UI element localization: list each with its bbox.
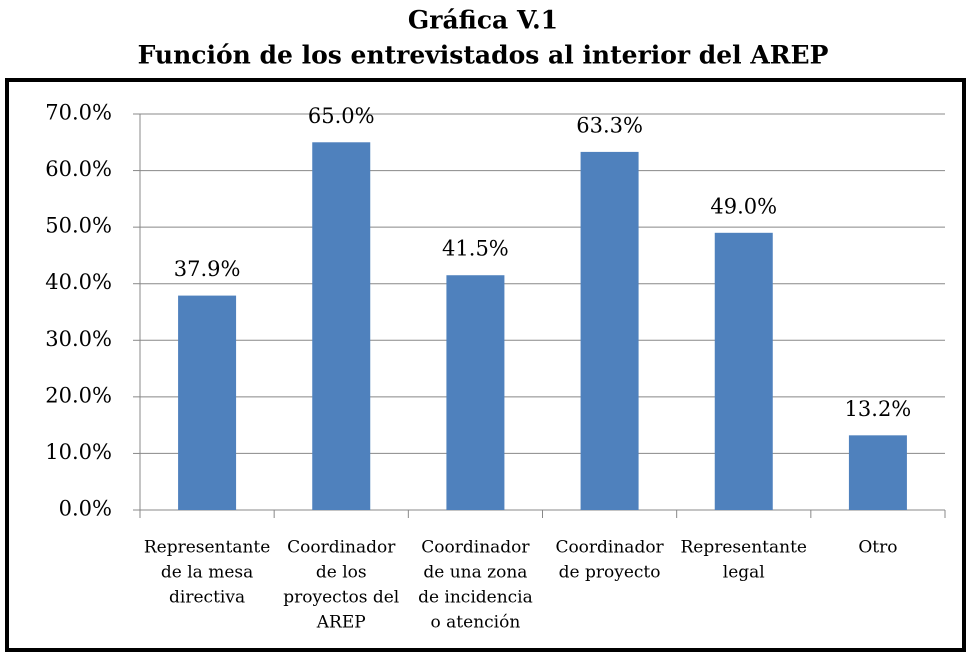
x-tick-label: Coordinador xyxy=(287,538,396,558)
y-tick-label: 60.0% xyxy=(45,157,112,181)
x-tick-label: AREP xyxy=(316,613,366,633)
data-label: 37.9% xyxy=(174,257,241,281)
bar xyxy=(446,275,505,510)
chart-title: Gráfica V.1 xyxy=(408,6,558,35)
y-tick-label: 20.0% xyxy=(45,383,112,407)
bar xyxy=(178,295,237,510)
y-tick-label: 10.0% xyxy=(45,440,112,464)
y-tick-label: 40.0% xyxy=(45,270,112,294)
bar xyxy=(312,142,371,511)
bar xyxy=(848,435,907,510)
chart-frame xyxy=(5,78,966,652)
x-tick-label: o atención xyxy=(431,613,521,633)
chart-subtitle: Función de los entrevistados al interior… xyxy=(138,41,829,70)
data-label: 65.0% xyxy=(308,104,375,128)
x-tick-label: de la mesa xyxy=(161,563,253,583)
x-tick-label: de los xyxy=(316,563,367,583)
x-tick-label: directiva xyxy=(169,588,245,608)
x-tick-label: de una zona xyxy=(423,563,527,583)
x-tick-label: de proyecto xyxy=(559,563,661,583)
x-tick-label: proyectos del xyxy=(283,588,399,608)
y-tick-label: 50.0% xyxy=(45,214,112,238)
data-label: 41.5% xyxy=(442,237,509,261)
y-tick-label: 70.0% xyxy=(45,101,112,125)
x-tick-label: legal xyxy=(723,563,765,583)
bar xyxy=(714,232,773,511)
data-label: 63.3% xyxy=(576,113,643,137)
bar xyxy=(580,151,639,510)
data-label: 13.2% xyxy=(845,397,912,421)
x-tick-label: de incidencia xyxy=(418,588,533,608)
y-tick-label: 0.0% xyxy=(59,497,112,521)
x-tick-label: Representante xyxy=(681,538,807,558)
y-tick-label: 30.0% xyxy=(45,327,112,351)
x-tick-label: Representante xyxy=(144,538,270,558)
x-tick-label: Coordinador xyxy=(555,538,664,558)
x-tick-label: Coordinador xyxy=(421,538,530,558)
data-label: 49.0% xyxy=(710,194,777,218)
x-tick-label: Otro xyxy=(858,538,897,558)
